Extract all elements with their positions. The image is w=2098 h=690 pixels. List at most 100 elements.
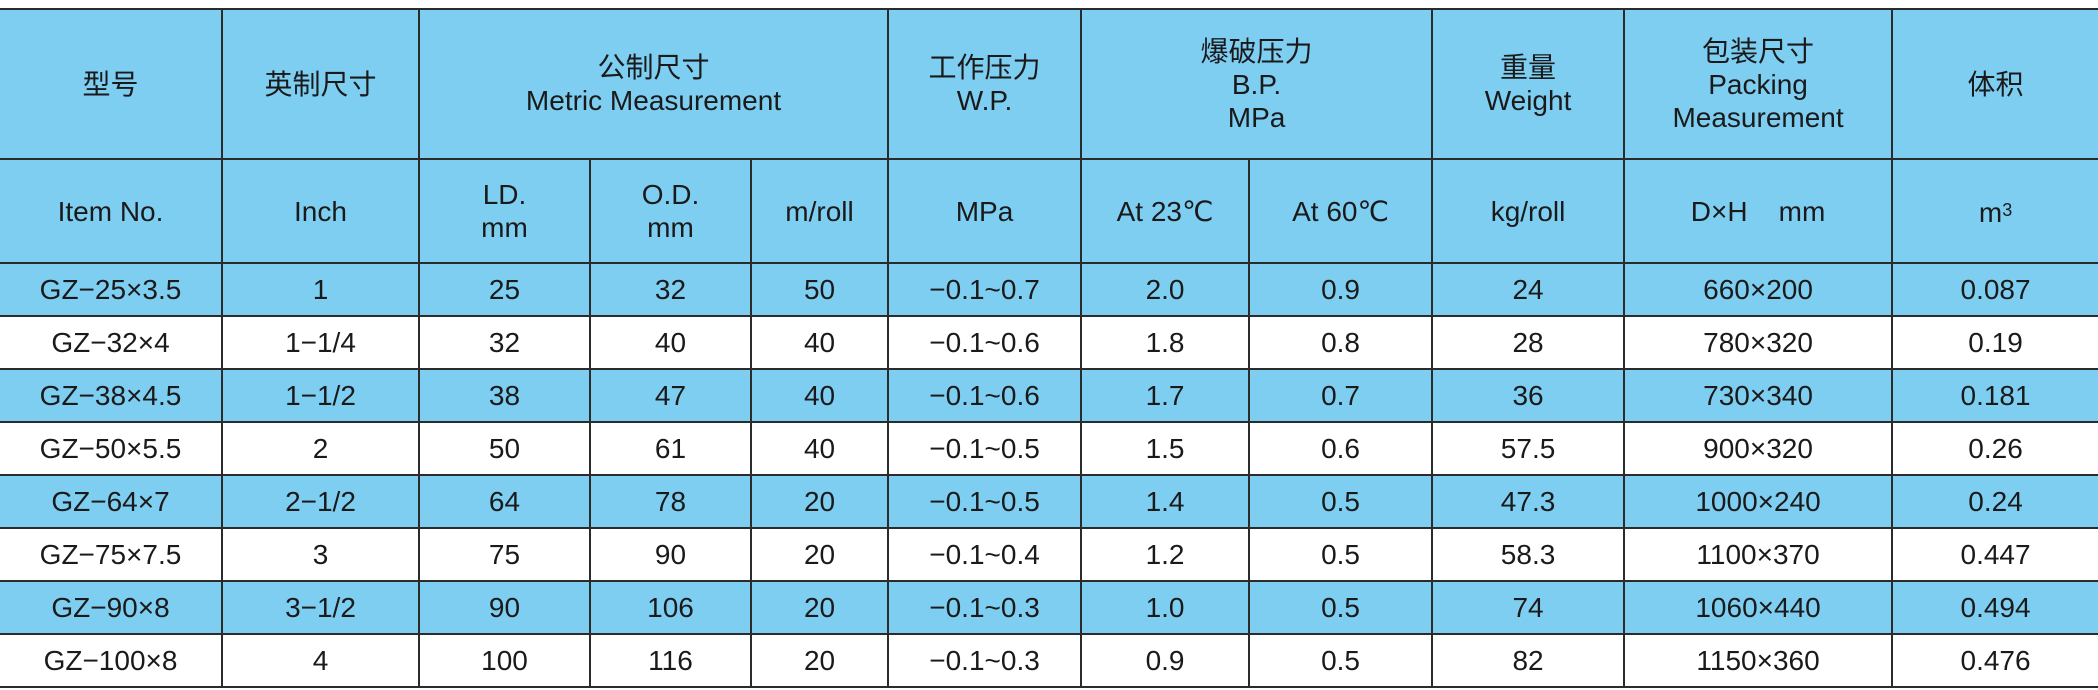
cell-bp-23: 1.7 [1080, 368, 1251, 423]
subheader-at60: At 60℃ [1248, 158, 1434, 264]
header-packing: 包装尺寸 Packing Measurement [1623, 8, 1894, 160]
cell-item-no: GZ−64×7 [0, 474, 223, 529]
cell-wp: −0.1~0.3 [887, 633, 1083, 688]
cell-bp-60: 0.9 [1248, 262, 1434, 317]
header-metric-en: Metric Measurement [525, 85, 782, 116]
cell-volume: 0.26 [1891, 421, 2098, 476]
cell-volume: 0.24 [1891, 474, 2098, 529]
subheader-id: LD. mm [418, 158, 591, 264]
cell-bp-23: 1.8 [1080, 315, 1251, 370]
cell-weight: 82 [1431, 633, 1626, 688]
cell-id: 64 [418, 474, 591, 529]
cell-weight: 57.5 [1431, 421, 1626, 476]
cell-packing: 660×200 [1623, 262, 1894, 317]
cell-bp-60: 0.6 [1248, 421, 1434, 476]
cell-bp-23: 1.4 [1080, 474, 1251, 529]
cell-item-no: GZ−50×5.5 [0, 421, 223, 476]
cell-m-roll: 40 [749, 368, 890, 423]
cell-inch: 1−1/4 [221, 315, 420, 370]
cell-inch: 1−1/2 [221, 368, 420, 423]
cell-volume: 0.181 [1891, 368, 2098, 423]
spec-table-container: 型号 英制尺寸 公制尺寸 Metric Measurement 工作压力 W.P… [0, 8, 2098, 688]
cell-inch: 3 [221, 527, 420, 582]
header-bp-cn: 爆破压力 [1200, 35, 1313, 67]
cell-item-no: GZ−90×8 [0, 580, 223, 635]
cell-packing: 1060×440 [1623, 580, 1894, 635]
cell-wp: −0.1~0.5 [887, 474, 1083, 529]
cell-volume: 0.19 [1891, 315, 2098, 370]
header-inch-size: 英制尺寸 [221, 8, 420, 160]
cell-m-roll: 50 [749, 262, 890, 317]
subheader-od: O.D. mm [589, 158, 752, 264]
header-pack-cn: 包装尺寸 [1702, 35, 1815, 67]
header-metric-cn: 公制尺寸 [597, 52, 710, 83]
header-pack-en1: Packing [1708, 68, 1808, 100]
cell-bp-23: 1.0 [1080, 580, 1251, 635]
cell-bp-23: 1.2 [1080, 527, 1251, 582]
cell-od: 32 [589, 262, 752, 317]
cell-id: 100 [418, 633, 591, 688]
cell-weight: 74 [1431, 580, 1626, 635]
header-bp-en: B.P. [1231, 68, 1282, 100]
header-weight-en: Weight [1484, 85, 1572, 116]
cell-m-roll: 20 [749, 527, 890, 582]
cell-bp-60: 0.5 [1248, 527, 1434, 582]
cell-m-roll: 40 [749, 315, 890, 370]
cell-id: 25 [418, 262, 591, 317]
cell-od: 47 [589, 368, 752, 423]
subheader-kg-roll: kg/roll [1431, 158, 1626, 264]
cell-packing: 780×320 [1623, 315, 1894, 370]
cell-packing: 900×320 [1623, 421, 1894, 476]
header-weight: 重量 Weight [1431, 8, 1626, 160]
cell-bp-23: 0.9 [1080, 633, 1251, 688]
cell-inch: 1 [221, 262, 420, 317]
cell-volume: 0.447 [1891, 527, 2098, 582]
subheader-wp-unit: MPa [887, 158, 1083, 264]
subheader-at23: At 23℃ [1080, 158, 1251, 264]
cell-id: 75 [418, 527, 591, 582]
cell-inch: 2 [221, 421, 420, 476]
header-bp-unit: MPa [1227, 101, 1286, 133]
cell-od: 116 [589, 633, 752, 688]
hose-spec-table: 型号 英制尺寸 公制尺寸 Metric Measurement 工作压力 W.P… [0, 8, 2098, 688]
cell-volume: 0.494 [1891, 580, 2098, 635]
cell-od: 61 [589, 421, 752, 476]
cell-bp-60: 0.5 [1248, 474, 1434, 529]
cell-inch: 4 [221, 633, 420, 688]
cell-wp: −0.1~0.5 [887, 421, 1083, 476]
subheader-dh-mm: D×H mm [1623, 158, 1894, 264]
cell-packing: 1150×360 [1623, 633, 1894, 688]
header-weight-cn: 重量 [1500, 52, 1557, 83]
subheader-m-roll: m/roll [749, 158, 890, 264]
table-row: GZ−75×7.5 3 75 90 20 −0.1~0.4 1.2 0.5 58.3 1100×3… [0, 527, 2098, 582]
header-pack-en2: Measurement [1672, 101, 1844, 133]
cell-weight: 28 [1431, 315, 1626, 370]
header-volume: 体积 [1891, 8, 2098, 160]
cell-bp-23: 1.5 [1080, 421, 1251, 476]
cell-bp-60: 0.5 [1248, 633, 1434, 688]
header-wp-en: W.P. [956, 85, 1013, 116]
cell-weight: 58.3 [1431, 527, 1626, 582]
cell-od: 106 [589, 580, 752, 635]
cell-wp: −0.1~0.4 [887, 527, 1083, 582]
table-row: GZ−38×4.5 1−1/2 38 47 40 −0.1~0.6 1.7 0.7 36 730×… [0, 368, 2098, 423]
table-row: GZ−64×7 2−1/2 64 78 20 −0.1~0.5 1.4 0.5 47.3 1000… [0, 474, 2098, 529]
header-row-2: Item No. Inch LD. mm O.D. mm m/roll MPa … [0, 158, 2098, 264]
table-row: GZ−50×5.5 2 50 61 40 −0.1~0.5 1.5 0.6 57.5 900×32… [0, 421, 2098, 476]
cell-m-roll: 40 [749, 421, 890, 476]
cell-inch: 2−1/2 [221, 474, 420, 529]
cell-bp-60: 0.8 [1248, 315, 1434, 370]
cell-wp: −0.1~0.7 [887, 262, 1083, 317]
cell-id: 32 [418, 315, 591, 370]
cell-item-no: GZ−25×3.5 [0, 262, 223, 317]
cell-wp: −0.1~0.6 [887, 368, 1083, 423]
table-row: GZ−32×4 1−1/4 32 40 40 −0.1~0.6 1.8 0.8 28 780×32… [0, 315, 2098, 370]
table-body: GZ−25×3.5 1 25 32 50 −0.1~0.7 2.0 0.9 24 660×200 0… [0, 262, 2098, 688]
cell-od: 78 [589, 474, 752, 529]
table-row: GZ−25×3.5 1 25 32 50 −0.1~0.7 2.0 0.9 24 660×200 0… [0, 262, 2098, 317]
cell-weight: 47.3 [1431, 474, 1626, 529]
subheader-item-no: Item No. [0, 158, 223, 264]
cell-packing: 1100×370 [1623, 527, 1894, 582]
header-wp-cn: 工作压力 [928, 52, 1041, 83]
subheader-inch: Inch [221, 158, 420, 264]
